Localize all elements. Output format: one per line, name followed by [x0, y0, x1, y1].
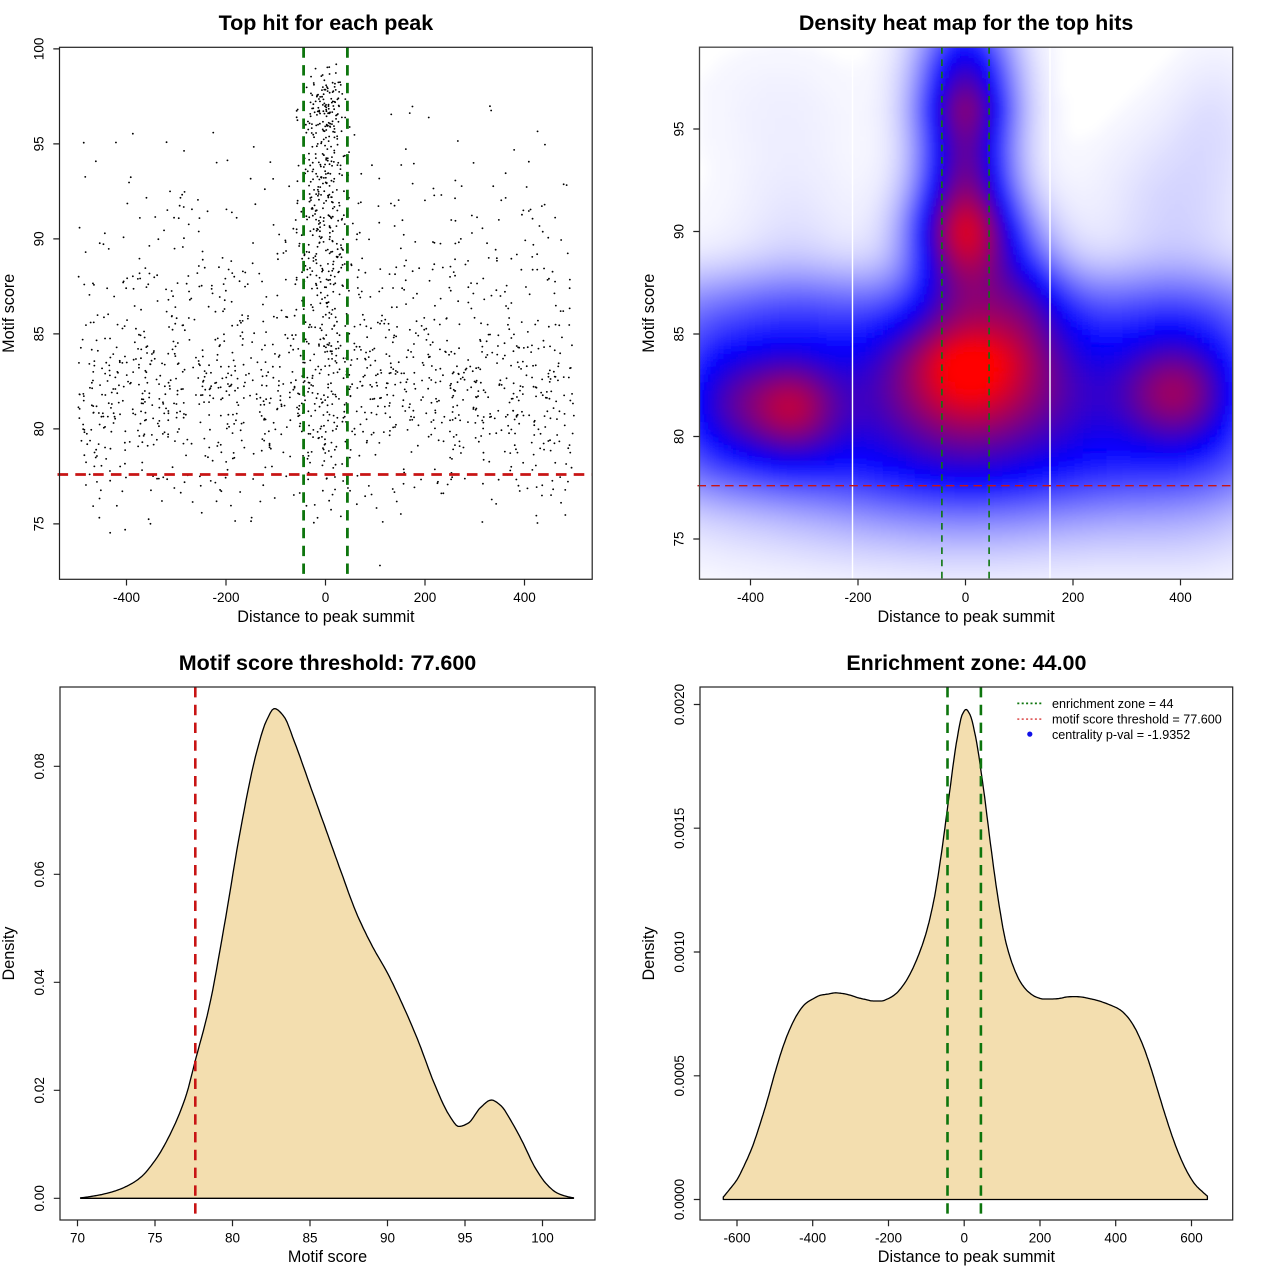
- svg-text:0: 0: [962, 590, 970, 605]
- svg-text:100: 100: [531, 1231, 554, 1246]
- svg-text:85: 85: [302, 1231, 317, 1246]
- svg-text:95: 95: [672, 121, 687, 136]
- svg-text:-200: -200: [212, 590, 239, 605]
- svg-text:Top hit for each peak: Top hit for each peak: [219, 11, 434, 35]
- svg-text:75: 75: [32, 516, 47, 531]
- svg-text:200: 200: [1062, 590, 1085, 605]
- svg-text:90: 90: [672, 224, 687, 239]
- svg-text:90: 90: [32, 231, 47, 246]
- svg-text:70: 70: [70, 1231, 85, 1246]
- svg-text:400: 400: [513, 590, 536, 605]
- svg-text:0.00: 0.00: [32, 1185, 47, 1211]
- svg-text:Distance to peak summit: Distance to peak summit: [877, 608, 1055, 626]
- svg-text:Distance to peak summit: Distance to peak summit: [237, 608, 415, 626]
- svg-text:-400: -400: [737, 590, 764, 605]
- svg-text:80: 80: [32, 421, 47, 436]
- svg-text:-200: -200: [844, 590, 871, 605]
- svg-text:80: 80: [225, 1231, 240, 1246]
- svg-text:90: 90: [380, 1231, 395, 1246]
- svg-text:95: 95: [32, 136, 47, 151]
- svg-text:-400: -400: [113, 590, 140, 605]
- svg-text:75: 75: [147, 1231, 162, 1246]
- svg-text:Motif score: Motif score: [0, 274, 18, 353]
- svg-text:85: 85: [672, 326, 687, 341]
- svg-text:75: 75: [672, 531, 687, 546]
- svg-text:0.02: 0.02: [32, 1077, 47, 1103]
- svg-text:400: 400: [1169, 590, 1192, 605]
- svg-text:0: 0: [322, 590, 330, 605]
- svg-text:100: 100: [32, 38, 47, 61]
- svg-text:200: 200: [414, 590, 437, 605]
- svg-text:Density heat map for the top h: Density heat map for the top hits: [799, 11, 1134, 35]
- svg-text:85: 85: [32, 326, 47, 341]
- svg-text:Motif score: Motif score: [640, 274, 658, 353]
- svg-text:95: 95: [457, 1231, 472, 1246]
- svg-text:80: 80: [672, 429, 687, 444]
